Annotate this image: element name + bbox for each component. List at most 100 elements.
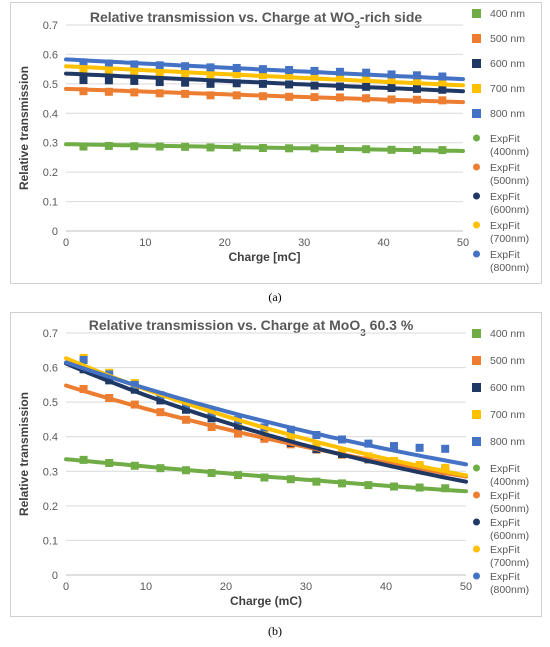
legend-entry: 800 nm — [490, 108, 525, 120]
data-point — [412, 76, 421, 85]
legend-swatch — [472, 410, 481, 419]
data-point — [390, 442, 398, 451]
data-point — [312, 441, 321, 450]
legend-swatch — [473, 491, 480, 499]
y-tick-label: 0.4 — [43, 108, 58, 120]
x-tick-label: 10 — [139, 237, 151, 249]
legend-entry: ExpFit — [490, 220, 520, 232]
legend-swatch — [472, 437, 481, 446]
y-tick-label: 0.7 — [43, 20, 58, 32]
data-point — [286, 434, 295, 443]
legend-entry: 400 nm — [490, 8, 525, 20]
legend-swatch — [472, 109, 481, 118]
x-tick-label: 40 — [377, 237, 389, 249]
data-point — [155, 78, 164, 87]
fit-line — [64, 361, 468, 484]
x-tick-label: 20 — [219, 237, 231, 249]
data-point — [104, 76, 113, 85]
legend-entry: (500nm) — [490, 175, 529, 187]
data-point — [206, 79, 215, 88]
legend-swatch — [472, 59, 481, 68]
fit-line — [64, 360, 468, 467]
legend-entry: 500 nm — [490, 355, 525, 367]
legend-entry: (400nm) — [490, 476, 529, 488]
chart-panel-b: Relative transmission vs. Charge at MoO3… — [10, 312, 542, 617]
x-tick-label: 30 — [298, 237, 310, 249]
legend-swatch — [473, 545, 480, 553]
legend-entry: 800 nm — [490, 436, 525, 448]
legend-swatch — [472, 356, 481, 365]
legend-entry: ExpFit — [490, 571, 520, 583]
legend-entry: (700nm) — [490, 233, 529, 245]
data-point — [415, 443, 424, 452]
legend-entry: (800nm) — [490, 584, 529, 596]
y-axis-title: Relative transmission — [17, 66, 31, 190]
legend-swatch — [472, 84, 481, 93]
y-tick-label: 0.7 — [43, 328, 58, 340]
fit-line — [64, 356, 468, 478]
x-axis-title: Charge (mC) — [230, 594, 302, 608]
legend-entry: 400 nm — [490, 328, 525, 340]
data-point — [387, 75, 396, 84]
legend-swatch — [473, 250, 480, 258]
legend-swatch — [473, 221, 480, 229]
x-tick-label: 50 — [460, 581, 472, 593]
legend-entry: ExpFit — [490, 490, 520, 502]
fit-line — [64, 383, 468, 479]
legend-entry: 600 nm — [490, 58, 525, 70]
fit-line — [64, 457, 468, 494]
data-point — [79, 66, 88, 75]
fit-line — [64, 86, 465, 105]
fit-line — [64, 142, 465, 153]
legend-entry: (400nm) — [490, 146, 529, 158]
y-tick-label: 0.3 — [43, 138, 58, 150]
chart-a-svg: Relative transmission vs. Charge at WO3-… — [17, 8, 529, 274]
x-tick-label: 40 — [380, 581, 392, 593]
y-tick-label: 0.5 — [43, 79, 58, 91]
data-point — [79, 142, 88, 151]
legend-entry: (500nm) — [490, 503, 529, 515]
y-tick-label: 0.3 — [43, 466, 58, 478]
data-point — [79, 76, 88, 85]
legend-swatch — [473, 572, 480, 580]
chart-title: Relative transmission vs. Charge at MoO3… — [89, 317, 414, 339]
x-tick-label: 0 — [63, 237, 69, 249]
caption-b: (b) — [268, 624, 282, 638]
legend-entry: (800nm) — [490, 262, 529, 274]
y-tick-label: 0.1 — [43, 535, 58, 547]
legend-swatch — [472, 329, 481, 338]
chart-b-svg: Relative transmission vs. Charge at MoO3… — [17, 317, 529, 608]
y-tick-label: 0 — [52, 570, 58, 582]
chart-panel-a: Relative transmission vs. Charge at WO3-… — [10, 2, 542, 284]
x-tick-label: 20 — [220, 581, 232, 593]
legend-entry: 600 nm — [490, 382, 525, 394]
y-tick-label: 0.2 — [43, 167, 58, 179]
legend-entry: ExpFit — [490, 463, 520, 475]
legend-entry: (600nm) — [490, 530, 529, 542]
x-tick-label: 10 — [140, 581, 152, 593]
legend-entry: ExpFit — [490, 517, 520, 529]
data-point — [260, 427, 269, 436]
y-tick-label: 0.1 — [43, 197, 58, 209]
data-point — [286, 425, 295, 434]
legend-swatch — [473, 464, 480, 472]
fit-line — [64, 57, 465, 82]
data-point — [438, 76, 447, 85]
chart-title: Relative transmission vs. Charge at WO3-… — [90, 9, 423, 31]
data-point — [338, 447, 346, 456]
y-tick-label: 0.2 — [43, 501, 58, 513]
data-point — [441, 463, 450, 472]
data-point — [130, 67, 139, 76]
fit-line — [64, 64, 465, 88]
caption-a: (a) — [268, 290, 282, 304]
x-tick-label: 50 — [457, 237, 469, 249]
legend-swatch — [472, 383, 481, 392]
legend-swatch — [473, 518, 480, 526]
legend-entry: ExpFit — [490, 191, 520, 203]
fit-line — [64, 71, 465, 94]
legend-swatch — [472, 9, 481, 18]
data-point — [181, 78, 190, 87]
legend-entry: 500 nm — [490, 33, 525, 45]
legend-swatch — [473, 192, 480, 200]
legend-entry: 700 nm — [490, 409, 525, 421]
